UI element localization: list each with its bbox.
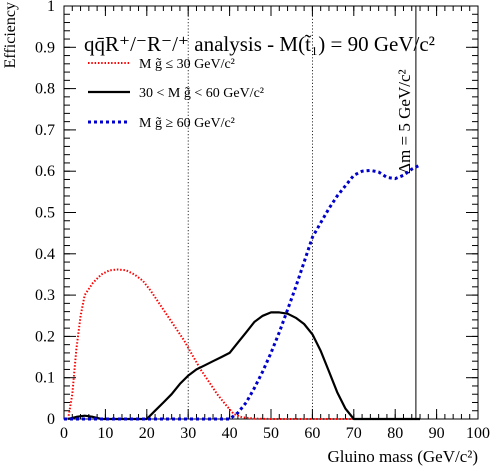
x-tick-label: 100 — [466, 425, 490, 442]
legend-label: M g̃ ≥ 60 GeV/c² — [139, 116, 235, 131]
y-tick-label: 1 — [47, 0, 55, 15]
chart-title: qq̄R⁺/⁻R⁻/⁺ analysis - M(t̃₁) = 90 GeV/c… — [84, 32, 435, 56]
x-tick-label: 80 — [387, 425, 403, 442]
delta-m-label: Δm = 5 GeV/c² — [395, 69, 414, 173]
series-line — [67, 268, 420, 420]
x-tick-label: 50 — [263, 425, 279, 442]
y-tick-label: 0.6 — [35, 163, 55, 180]
y-tick-label: 0.4 — [35, 246, 55, 263]
y-tick-label: 0.9 — [35, 39, 55, 56]
x-tick-label: 90 — [429, 425, 445, 442]
y-axis-label: Efficiency — [2, 2, 19, 68]
x-tick-label: 30 — [180, 425, 196, 442]
x-tick-label: 60 — [304, 425, 320, 442]
y-tick-label: 0.7 — [35, 122, 55, 139]
y-tick-label: 0.3 — [35, 287, 55, 304]
x-tick-label: 20 — [139, 425, 155, 442]
y-tick-label: 0 — [47, 411, 55, 428]
x-tick-label: 70 — [346, 425, 362, 442]
y-tick-label: 0.1 — [35, 370, 55, 387]
legend-label: M g̃ ≤ 30 GeV/c² — [139, 57, 235, 72]
y-tick-label: 0.2 — [35, 328, 55, 345]
y-tick-label: 0.5 — [35, 205, 55, 222]
x-axis-label: Gluino mass (GeV/c²) — [327, 447, 478, 466]
y-tick-label: 0.8 — [35, 81, 55, 98]
x-tick-label: 10 — [97, 425, 113, 442]
series-line — [64, 163, 421, 421]
x-tick-label: 0 — [60, 425, 68, 442]
x-tick-label: 40 — [222, 425, 238, 442]
legend-label: 30 < M g̃ < 60 GeV/c² — [139, 86, 264, 101]
